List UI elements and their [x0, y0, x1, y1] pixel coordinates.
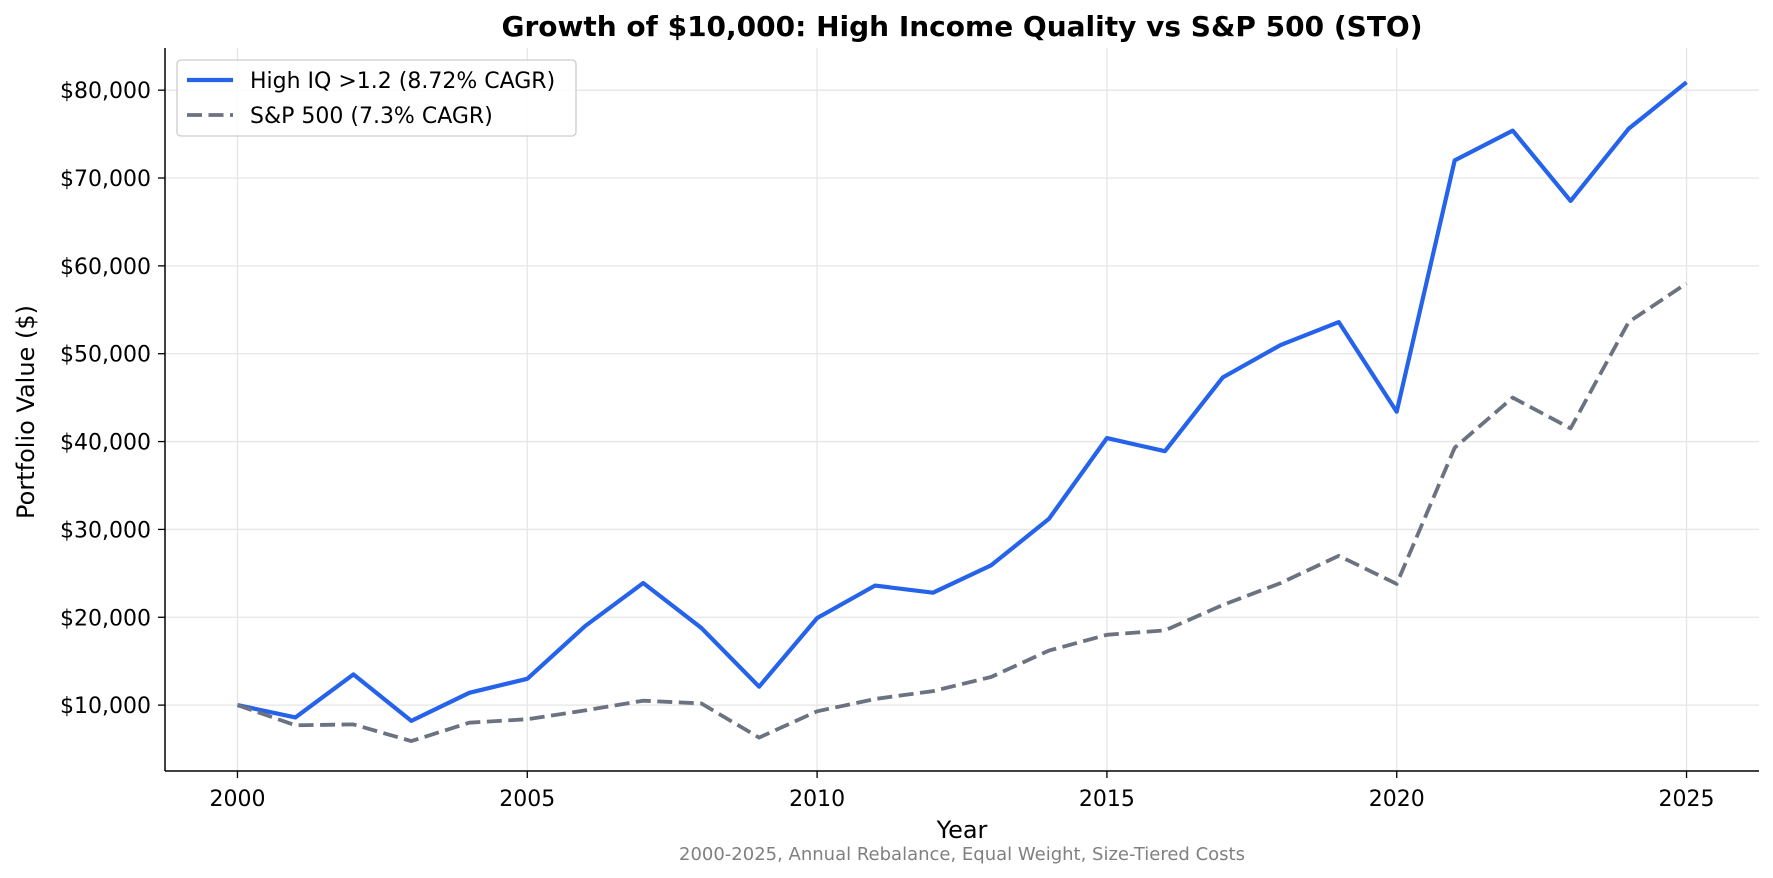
legend-label: High IQ >1.2 (8.72% CAGR)	[250, 69, 555, 94]
x-axis-title: Year	[936, 816, 988, 844]
y-tick-label: $50,000	[60, 343, 151, 368]
x-tick-label: 2015	[1079, 787, 1135, 812]
legend: High IQ >1.2 (8.72% CAGR) S&P 500 (7.3% C…	[176, 59, 577, 137]
y-tick-label: $30,000	[60, 518, 151, 543]
series-line-sp500	[236, 281, 1688, 743]
x-tick-label: 2000	[209, 787, 265, 812]
chart-caption: 2000-2025, Annual Rebalance, Equal Weigh…	[679, 844, 1245, 865]
y-tick-label: $20,000	[60, 606, 151, 631]
legend-box	[176, 59, 577, 137]
x-tick-label: 2020	[1369, 787, 1425, 812]
x-tick-label: 2025	[1659, 787, 1715, 812]
y-axis-title: Portfolio Value ($)	[12, 305, 40, 519]
y-tick-label: $40,000	[60, 431, 151, 456]
y-tick-label: $10,000	[60, 694, 151, 719]
tick-labels: 2000 2005 2010 2015 2020 2025 $10,000 $20,000 $3…	[60, 79, 1715, 812]
axes	[164, 48, 1759, 772]
y-tick-label: $60,000	[60, 255, 151, 280]
series-line-high-iq	[237, 80, 1688, 724]
y-tick-label: $70,000	[60, 167, 151, 192]
plot-series	[236, 80, 1688, 743]
y-tick-label: $80,000	[60, 79, 151, 104]
x-tick-label: 2005	[499, 787, 555, 812]
grid-lines	[165, 48, 1759, 771]
x-tick-label: 2010	[789, 787, 845, 812]
chart-title: Growth of $10,000: High Income Quality v…	[501, 10, 1422, 43]
legend-label: S&P 500 (7.3% CAGR)	[250, 104, 493, 129]
